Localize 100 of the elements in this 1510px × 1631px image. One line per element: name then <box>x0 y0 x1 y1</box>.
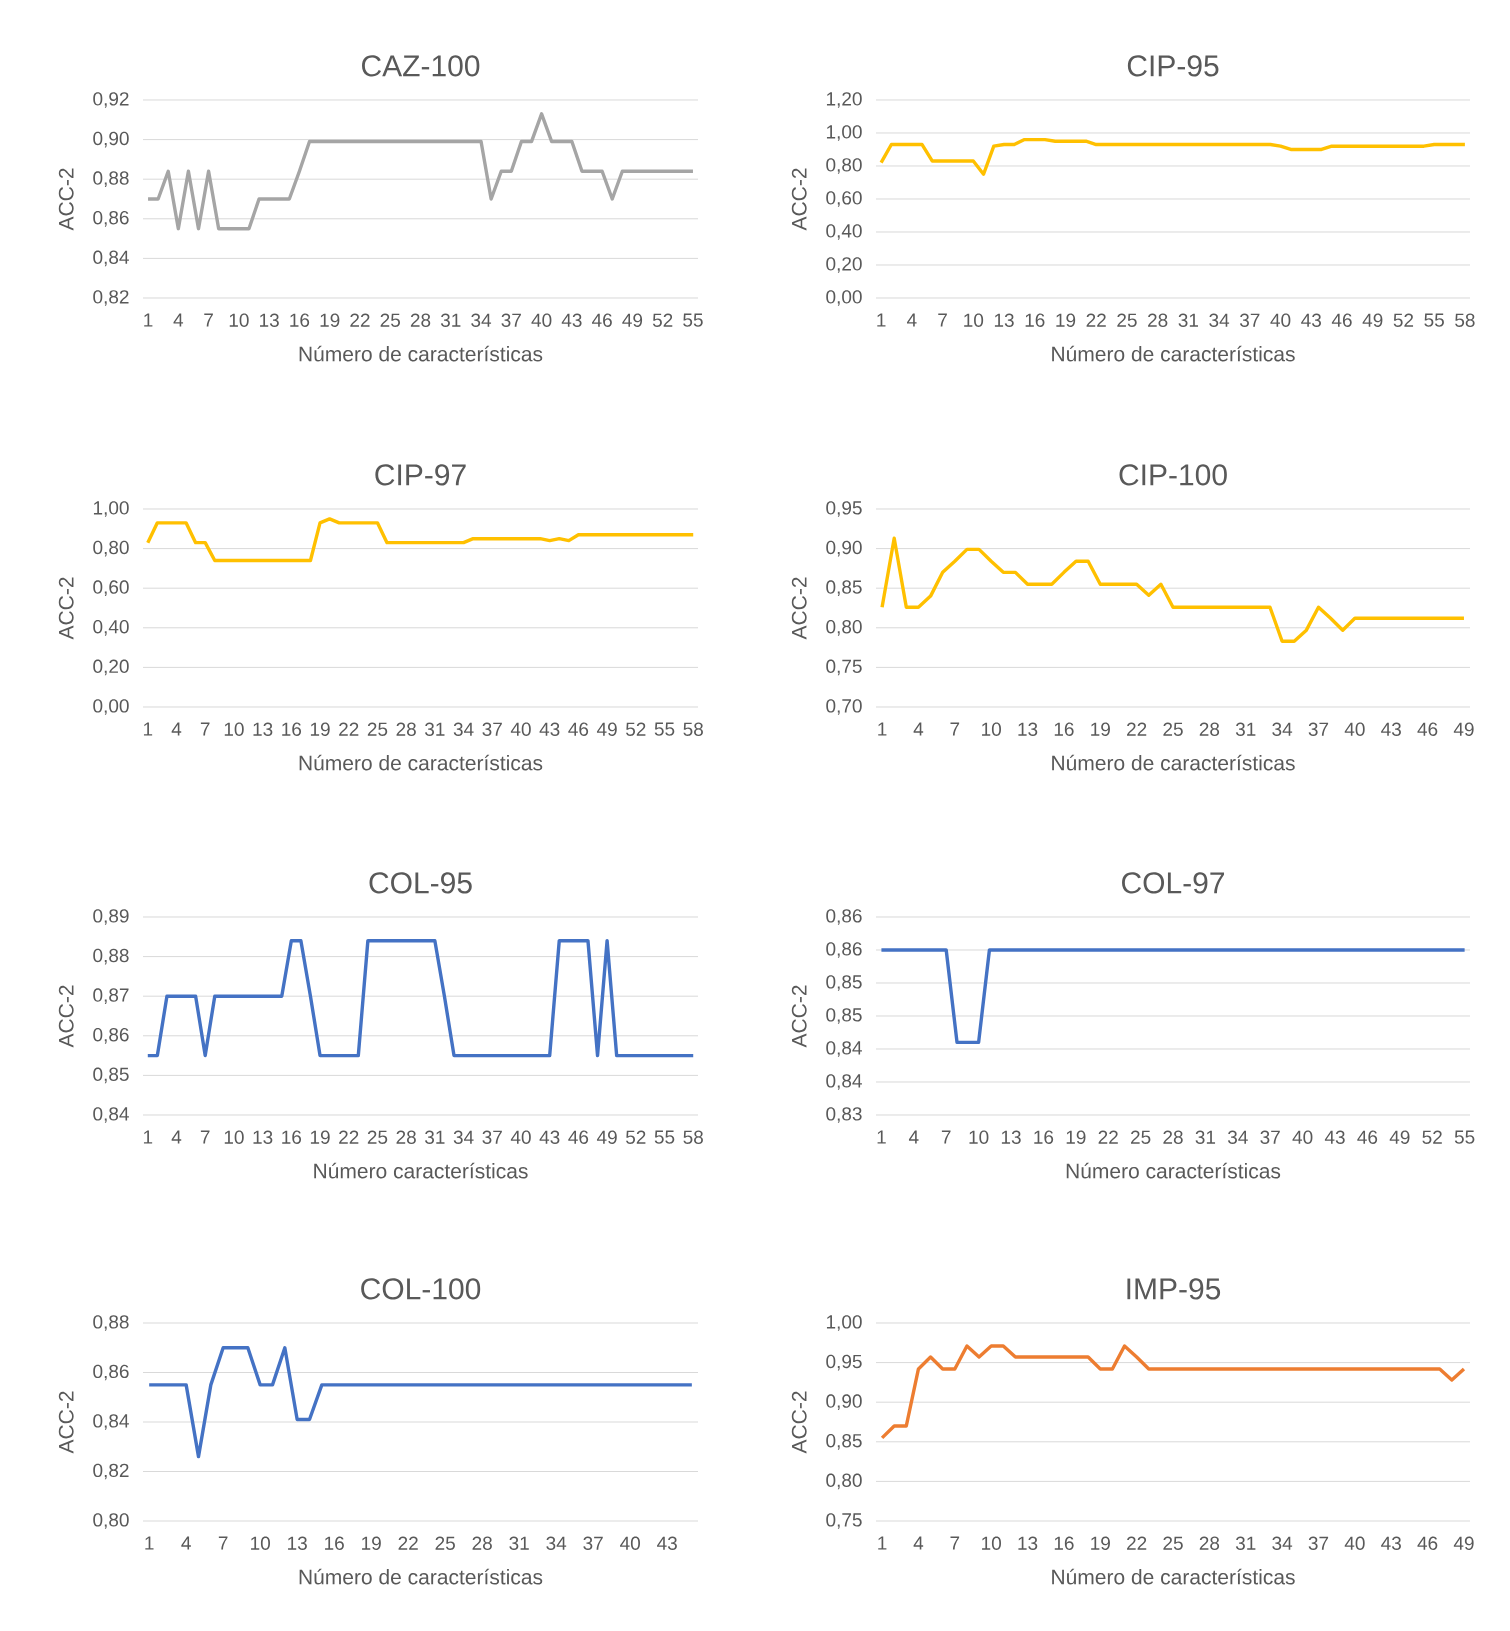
x-tick-label: 16 <box>1034 1130 1054 1144</box>
x-tick-label: 16 <box>290 313 310 327</box>
x-tick-label: 22 <box>398 1536 418 1550</box>
y-tick-label: 0,84 <box>826 1074 862 1090</box>
x-tick-label: 46 <box>1417 722 1438 736</box>
y-tick-label: 0,86 <box>93 1364 129 1381</box>
x-tick-label: 46 <box>1331 313 1352 327</box>
x-tick-label: 55 <box>683 313 703 327</box>
x-tick-label: 4 <box>171 1130 182 1144</box>
y-tick-label: 0,87 <box>93 988 129 1005</box>
x-tick-label: 4 <box>171 722 182 736</box>
x-tick-label: 1 <box>145 1536 154 1550</box>
x-axis-title: Número de características <box>299 1568 543 1585</box>
y-tick-label: 0,00 <box>93 699 129 715</box>
x-tick-label: 49 <box>1453 1536 1474 1550</box>
y-tick-label: 0,86 <box>93 1027 129 1044</box>
y-tick-label: 0,60 <box>93 580 129 597</box>
x-tick-label: 58 <box>1455 313 1475 327</box>
y-tick-label: 1,20 <box>826 92 862 108</box>
x-tick-label: 49 <box>1389 1130 1410 1144</box>
y-tick-label: 0,85 <box>93 1067 129 1084</box>
x-tick-label: 28 <box>1163 1130 1183 1144</box>
y-tick-label: 0,86 <box>826 942 862 958</box>
x-tick-label: 40 <box>510 1130 531 1144</box>
x-tick-label: 16 <box>325 1536 344 1550</box>
x-axis-title: Número de características <box>1052 754 1295 771</box>
y-tick-label: 0,20 <box>826 257 862 273</box>
x-tick-label: 31 <box>1195 1130 1216 1144</box>
x-tick-label: 10 <box>229 313 249 327</box>
x-tick-label: 25 <box>367 722 388 736</box>
x-tick-label: 25 <box>1117 313 1137 327</box>
x-tick-label: 16 <box>1054 1536 1074 1550</box>
x-tick-label: 28 <box>396 1130 416 1144</box>
x-tick-label: 16 <box>1054 722 1074 736</box>
x-tick-label: 34 <box>453 1130 474 1144</box>
x-tick-label: 58 <box>683 1130 703 1144</box>
x-tick-label: 46 <box>568 1130 589 1144</box>
x-tick-label: 1 <box>143 722 153 736</box>
x-tick-label: 13 <box>253 1130 273 1144</box>
x-tick-label: 1 <box>877 1130 886 1144</box>
x-tick-label: 4 <box>907 313 917 327</box>
x-tick-label: 10 <box>969 1130 989 1144</box>
x-tick-label: 43 <box>539 1130 560 1144</box>
x-tick-label: 7 <box>950 1536 960 1550</box>
x-tick-label: 4 <box>181 1536 191 1550</box>
y-tick-label: 0,83 <box>826 1107 862 1123</box>
x-tick-label: 52 <box>652 313 673 327</box>
x-tick-label: 34 <box>1272 722 1293 736</box>
x-tick-label: 49 <box>1453 722 1474 736</box>
x-axis-title: Número características <box>314 1162 528 1179</box>
y-tick-label: 1,00 <box>826 1315 862 1331</box>
x-tick-label: 55 <box>654 1130 675 1144</box>
x-tick-label: 52 <box>1393 313 1414 327</box>
y-tick-label: 0,80 <box>93 1513 129 1529</box>
x-tick-label: 22 <box>1086 313 1106 327</box>
y-axis-title: ACC-2 <box>791 1391 807 1454</box>
y-tick-label: 0,80 <box>93 540 129 557</box>
x-tick-label: 1 <box>878 722 887 736</box>
x-axis-title: Número de características <box>299 345 543 362</box>
x-tick-label: 19 <box>1056 313 1076 327</box>
x-tick-label: 49 <box>622 313 643 327</box>
x-tick-label: 40 <box>531 313 552 327</box>
x-tick-label: 25 <box>435 1536 455 1550</box>
y-tick-label: 0,88 <box>93 171 129 188</box>
x-tick-label: 37 <box>501 313 521 327</box>
x-tick-label: 7 <box>218 1536 228 1550</box>
x-tick-label: 19 <box>1091 1536 1110 1550</box>
x-tick-label: 34 <box>471 313 492 327</box>
y-tick-label: 0,85 <box>826 580 862 597</box>
y-tick-label: 0,00 <box>826 290 862 306</box>
x-tick-label: 10 <box>964 313 984 327</box>
x-tick-label: 13 <box>253 722 273 736</box>
x-tick-label: 13 <box>1001 1130 1021 1144</box>
chart-title: CIP-97 <box>375 464 466 486</box>
x-axis-title: Número de características <box>1052 1568 1295 1585</box>
x-tick-label: 22 <box>1098 1130 1118 1144</box>
x-tick-label: 19 <box>362 1536 381 1550</box>
x-tick-label: 28 <box>410 313 431 327</box>
x-tick-label: 37 <box>1308 722 1329 736</box>
x-tick-label: 28 <box>1199 1536 1220 1550</box>
x-tick-label: 1 <box>143 1130 153 1144</box>
x-tick-label: 22 <box>1127 1536 1147 1550</box>
x-tick-label: 22 <box>1127 722 1147 736</box>
y-axis-title: ACC-2 <box>791 985 807 1048</box>
x-axis-title: Número de características <box>299 754 543 771</box>
y-tick-label: 0,75 <box>826 659 862 676</box>
x-tick-label: 34 <box>546 1536 567 1550</box>
x-tick-label: 28 <box>396 722 416 736</box>
x-tick-label: 10 <box>251 1536 270 1550</box>
x-tick-label: 43 <box>539 722 560 736</box>
x-tick-label: 31 <box>425 722 445 736</box>
x-tick-label: 58 <box>683 722 703 736</box>
x-tick-label: 31 <box>1235 1536 1256 1550</box>
y-tick-label: 0,84 <box>93 250 129 267</box>
y-tick-label: 0,85 <box>826 975 862 991</box>
x-tick-label: 16 <box>1025 313 1045 327</box>
chart-title: COL-100 <box>361 1278 481 1300</box>
chart-title: IMP-95 <box>1127 1278 1221 1300</box>
x-tick-label: 22 <box>339 1130 359 1144</box>
x-tick-label: 16 <box>282 1130 302 1144</box>
